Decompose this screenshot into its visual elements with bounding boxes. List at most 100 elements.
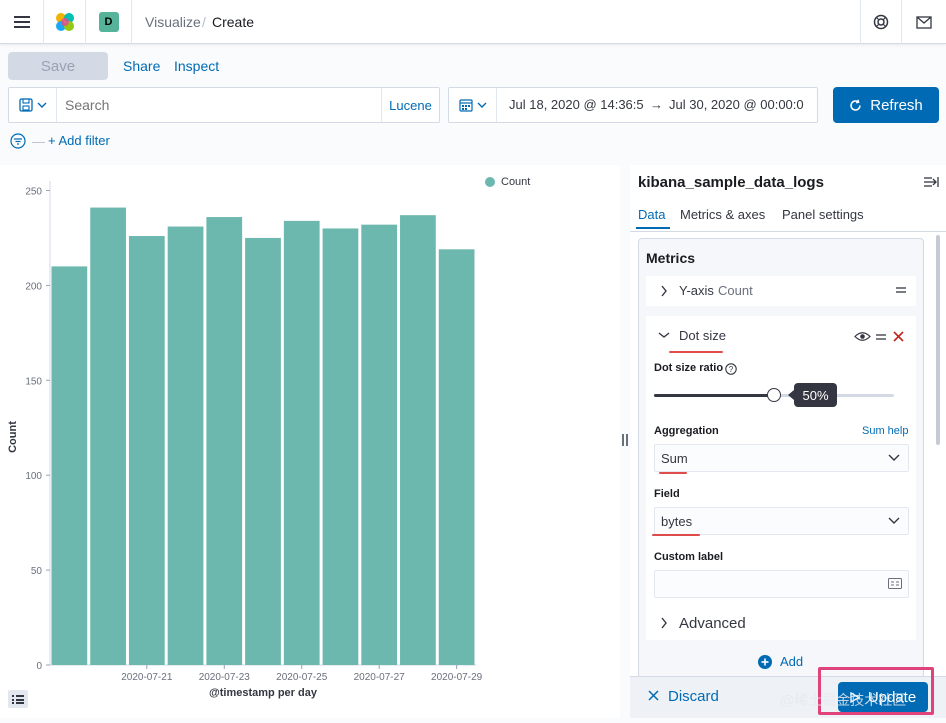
space-selector[interactable]: D: [86, 0, 132, 44]
y-tick-label: 250: [25, 186, 42, 197]
aggregation-value: Sum: [661, 450, 688, 466]
text-field-icon: [888, 578, 902, 589]
start-date[interactable]: Jul 18, 2020 @ 14:36:5: [509, 97, 644, 112]
bar-2020-07-20: [90, 207, 126, 665]
drag-handle-icon[interactable]: [895, 286, 907, 294]
search-input[interactable]: [65, 94, 365, 116]
bar-2020-07-24: [245, 237, 281, 666]
play-icon: [850, 691, 860, 703]
tab-data[interactable]: Data: [638, 207, 666, 222]
x-axis-title: @timestamp per day: [209, 687, 318, 699]
panel-resize-handle[interactable]: [622, 434, 628, 446]
update-label: Update: [867, 688, 917, 706]
yaxis-accordion[interactable]: [646, 276, 916, 306]
end-date[interactable]: Jul 30, 2020 @ 00:00:0: [669, 97, 804, 112]
x-tick-label: 2020-07-25: [276, 672, 328, 683]
yaxis-label: Y-axis: [679, 283, 714, 298]
annotation-underline: [652, 534, 700, 536]
advanced-toggle[interactable]: Advanced: [679, 615, 746, 632]
question-icon[interactable]: ?: [725, 363, 737, 375]
drag-handle-icon[interactable]: [875, 333, 887, 341]
dot-size-ratio-label: Dot size ratio: [654, 362, 724, 374]
bar-2020-07-27: [361, 224, 398, 665]
discard-button[interactable]: Discard: [668, 688, 719, 705]
eye-icon[interactable]: [854, 331, 871, 342]
annotation-underline: [659, 472, 687, 474]
update-button[interactable]: Update: [838, 682, 928, 712]
bar-2020-07-22: [167, 226, 204, 665]
inspect-link[interactable]: Inspect: [174, 58, 220, 74]
bar-2020-07-26: [322, 228, 359, 665]
bar-2020-07-19: [51, 266, 88, 665]
add-button[interactable]: Add: [780, 654, 804, 669]
y-tick-label: 0: [36, 661, 42, 672]
newsfeed-button[interactable]: [902, 0, 946, 44]
refresh-button[interactable]: Refresh: [833, 87, 939, 123]
custom-label-input[interactable]: [654, 570, 909, 598]
y-tick-label: 50: [31, 566, 43, 577]
tooltip-arrow: [788, 390, 794, 400]
kibana-logo-icon: [55, 13, 74, 31]
field-select[interactable]: bytes: [654, 507, 909, 535]
custom-label-label: Custom label: [654, 551, 724, 563]
add-filter-link[interactable]: + Add filter: [48, 133, 110, 148]
scrollbar[interactable]: [936, 235, 940, 445]
cross-icon: [648, 690, 659, 701]
index-pattern-title: kibana_sample_data_logs: [638, 174, 824, 191]
watermark: @稀土掘金技术社区: [780, 692, 907, 708]
dot-size-slider-thumb[interactable]: [767, 388, 781, 402]
plus-circle-icon[interactable]: [758, 655, 772, 669]
tab-active-indicator: [636, 227, 670, 229]
share-link[interactable]: Share: [123, 58, 161, 74]
top-nav-bar: D Visualize / Create: [0, 0, 946, 44]
space-avatar: D: [98, 12, 119, 32]
tab-divider: [630, 231, 946, 232]
bar-2020-07-21: [128, 236, 165, 665]
close-icon[interactable]: [893, 331, 904, 342]
help-button[interactable]: [860, 0, 902, 44]
x-tick-label: 2020-07-27: [354, 672, 406, 683]
legend-swatch: [485, 177, 495, 187]
field-value: bytes: [661, 513, 693, 529]
tab-metrics-axes[interactable]: Metrics & axes: [680, 207, 766, 222]
chevron-down-icon: [888, 517, 900, 524]
bar-chart: 0 50 100 150 200 250 2020-07-21 2020-07-23 2020-…: [7, 176, 530, 699]
breadcrumb-separator: /: [202, 14, 206, 30]
help-icon: [873, 14, 889, 30]
bar-2020-07-28: [400, 215, 436, 665]
legend-label: Count: [501, 176, 530, 188]
chart-container: 0 50 100 150 200 250 2020-07-21 2020-07-23 2020-…: [0, 165, 620, 718]
quick-select-button[interactable]: [449, 88, 497, 122]
breadcrumb-create: Create: [212, 14, 255, 30]
chevron-down-icon: [37, 102, 46, 108]
collapse-sidebar-icon[interactable]: [923, 176, 939, 188]
bar-2020-07-29: [438, 249, 475, 665]
y-axis-title: Count: [7, 421, 19, 453]
kibana-logo[interactable]: [44, 0, 86, 44]
dot-size-label: Dot size: [679, 328, 726, 343]
legend-toggle-button[interactable]: [8, 690, 28, 708]
menu-button[interactable]: [0, 0, 44, 44]
refresh-label: Refresh: [870, 96, 923, 114]
svg-text:?: ?: [729, 365, 734, 374]
refresh-icon: [850, 99, 861, 111]
chevron-right-icon[interactable]: [660, 617, 668, 629]
aggregation-help-link[interactable]: Sum help: [862, 425, 909, 437]
y-tick-label: 150: [25, 376, 42, 387]
query-language-button[interactable]: Lucene: [381, 88, 439, 122]
field-label: Field: [654, 488, 680, 500]
list-icon: [12, 695, 24, 704]
x-tick-label: 2020-07-23: [199, 672, 251, 683]
save-button[interactable]: Save: [8, 52, 108, 80]
calendar-icon: [458, 99, 473, 112]
annotation-underline: [669, 351, 723, 353]
filter-icon[interactable]: [10, 133, 26, 149]
aggregation-select[interactable]: Sum: [654, 444, 909, 472]
mail-icon: [916, 15, 932, 29]
breadcrumb-visualize[interactable]: Visualize: [145, 14, 201, 30]
annotation-box: [818, 667, 934, 715]
tab-panel-settings[interactable]: Panel settings: [782, 207, 864, 222]
chevron-down-icon[interactable]: [658, 331, 670, 339]
saved-query-button[interactable]: [9, 88, 57, 122]
dot-size-slider-fill: [654, 394, 774, 397]
